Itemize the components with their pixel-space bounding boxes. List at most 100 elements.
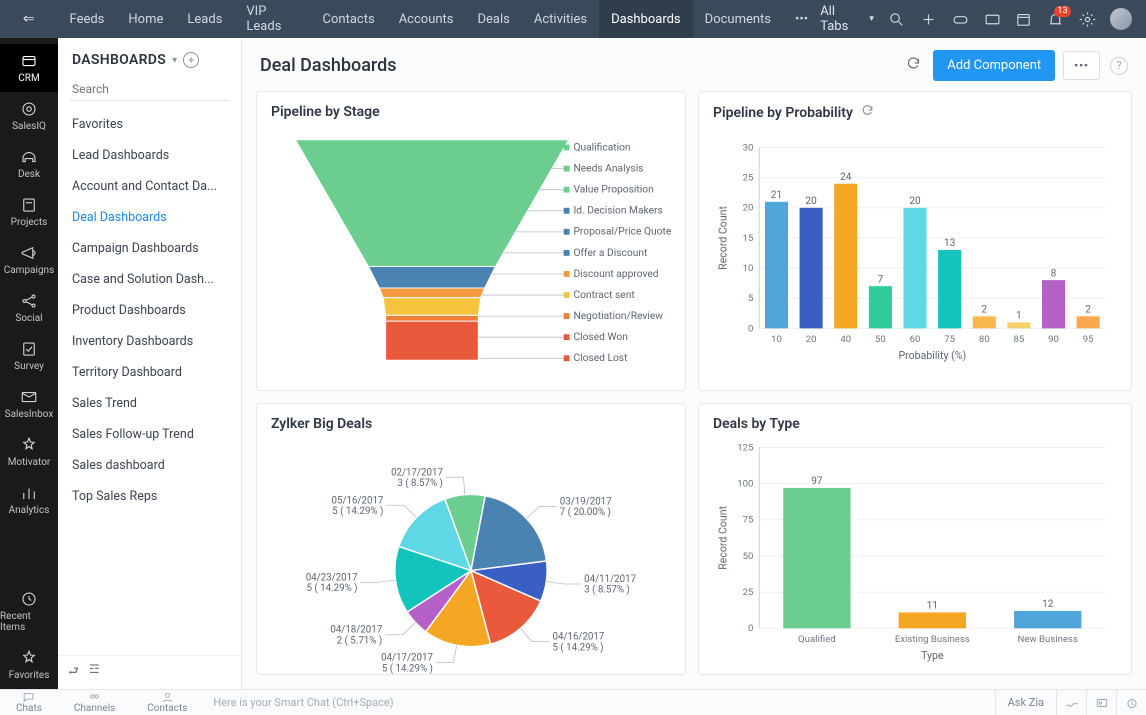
- help-icon[interactable]: ?: [1110, 57, 1128, 75]
- svg-text:24: 24: [840, 172, 852, 183]
- sidebar-item[interactable]: Sales Follow-up Trend: [58, 419, 241, 450]
- rail-item-analytics[interactable]: Analytics: [0, 476, 58, 524]
- sidebar-item[interactable]: Case and Solution Dash...: [58, 264, 241, 295]
- add-dashboard-icon[interactable]: +: [183, 52, 199, 68]
- svg-text:8: 8: [1051, 268, 1057, 279]
- sidebar-item[interactable]: Product Dashboards: [58, 295, 241, 326]
- sidebar-title: DASHBOARDS: [72, 52, 166, 68]
- svg-text:90: 90: [1048, 334, 1059, 345]
- add-component-button[interactable]: Add Component: [933, 50, 1055, 81]
- signature-icon[interactable]: [1056, 690, 1086, 715]
- sidebar-item[interactable]: Top Sales Reps: [58, 481, 241, 512]
- sidebar-item[interactable]: Favorites: [58, 109, 241, 140]
- svg-text:Qualified: Qualified: [798, 634, 836, 645]
- sidebar-item[interactable]: Sales Trend: [58, 388, 241, 419]
- svg-text:Value Proposition: Value Proposition: [573, 183, 653, 196]
- sidebar-item[interactable]: Account and Contact Da...: [58, 171, 241, 202]
- svg-text:0: 0: [748, 623, 753, 634]
- nav-tab-feeds[interactable]: Feeds: [58, 0, 117, 38]
- chats-button[interactable]: Chats: [0, 691, 58, 714]
- mail-icon[interactable]: [983, 10, 1001, 28]
- svg-text:20: 20: [806, 334, 817, 345]
- sidebar-item[interactable]: Lead Dashboards: [58, 140, 241, 171]
- rail-item-campaigns[interactable]: Campaigns: [0, 236, 58, 284]
- nav-tab-documents[interactable]: Documents: [693, 0, 783, 38]
- svg-text:97: 97: [811, 476, 823, 487]
- rail-item-survey[interactable]: Survey: [0, 332, 58, 380]
- search-icon[interactable]: [888, 10, 906, 28]
- rail-item-recent-items[interactable]: Recent Items: [0, 582, 58, 641]
- gamepad-icon[interactable]: [951, 10, 969, 28]
- svg-text:Contract sent: Contract sent: [573, 288, 634, 301]
- svg-text:100: 100: [737, 479, 753, 490]
- sidebar-item[interactable]: Inventory Dashboards: [58, 326, 241, 357]
- refresh-icon[interactable]: [906, 56, 921, 75]
- pipeline-by-probability-card: Pipeline by Probability 0510152025302110…: [698, 91, 1132, 391]
- more-menu[interactable]: •••: [1063, 51, 1100, 80]
- svg-text:04/17/2017: 04/17/2017: [381, 653, 433, 664]
- funnel-chart: QualificationNeeds AnalysisValue Proposi…: [271, 120, 671, 378]
- rail-item-salesinbox[interactable]: SalesInbox: [0, 380, 58, 428]
- avatar[interactable]: [1110, 8, 1132, 30]
- nav-tab-home[interactable]: Home: [116, 0, 175, 38]
- ask-zia-button[interactable]: Ask Zia: [995, 690, 1056, 715]
- nav-overflow[interactable]: •••: [783, 12, 820, 27]
- card-title: Pipeline by Probability: [713, 105, 853, 121]
- svg-text:2: 2: [981, 304, 987, 315]
- contacts-button[interactable]: Contacts: [131, 691, 203, 714]
- svg-text:12: 12: [1042, 599, 1054, 610]
- person-card-icon[interactable]: [1086, 690, 1116, 715]
- nav-tab-contacts[interactable]: Contacts: [311, 0, 387, 38]
- svg-text:5: 5: [748, 293, 754, 304]
- svg-text:Closed Lost: Closed Lost: [573, 351, 627, 364]
- refresh-icon[interactable]: [861, 104, 874, 121]
- card-title: Zylker Big Deals: [271, 416, 372, 432]
- sidebar-item[interactable]: Campaign Dashboards: [58, 233, 241, 264]
- rail-item-projects[interactable]: Projects: [0, 188, 58, 236]
- nav-tab-deals[interactable]: Deals: [466, 0, 522, 38]
- svg-text:Type: Type: [921, 649, 944, 662]
- rail-item-desk[interactable]: Desk: [0, 140, 58, 188]
- rail-item-crm[interactable]: CRM: [0, 44, 58, 92]
- rail-item-favorites[interactable]: Favorites: [0, 641, 58, 689]
- svg-text:03/19/2017: 03/19/2017: [560, 497, 612, 508]
- calendar-icon[interactable]: [1015, 10, 1033, 28]
- svg-text:15: 15: [743, 233, 754, 244]
- rail-item-social[interactable]: Social: [0, 284, 58, 332]
- nav-tab-dashboards[interactable]: Dashboards: [599, 0, 693, 38]
- svg-text:7: 7: [878, 274, 884, 285]
- nav-tab-activities[interactable]: Activities: [522, 0, 599, 38]
- nav-tab-leads[interactable]: Leads: [175, 0, 234, 38]
- svg-text:75: 75: [743, 515, 754, 526]
- sidebar-item[interactable]: Territory Dashboard: [58, 357, 241, 388]
- search-input[interactable]: [70, 78, 229, 101]
- back-icon[interactable]: ⇐: [0, 11, 58, 27]
- bell-icon[interactable]: 13: [1047, 10, 1065, 28]
- plus-icon[interactable]: [920, 10, 938, 28]
- svg-text:95: 95: [1083, 334, 1094, 345]
- svg-text:Qualification: Qualification: [573, 140, 630, 153]
- svg-text:5 ( 14.29% ): 5 ( 14.29% ): [306, 583, 357, 594]
- gear-icon[interactable]: [1079, 10, 1097, 28]
- svg-text:Offer a Discount: Offer a Discount: [573, 246, 647, 259]
- svg-text:0: 0: [748, 323, 753, 334]
- dashboard-sidebar: DASHBOARDS ▾ + FavoritesLead DashboardsA…: [58, 38, 242, 689]
- nav-tab-accounts[interactable]: Accounts: [387, 0, 466, 38]
- smart-chat-hint[interactable]: Here is your Smart Chat (Ctrl+Space): [203, 696, 994, 709]
- svg-text:11: 11: [927, 601, 938, 612]
- all-tabs-dropdown[interactable]: All Tabs ▾: [820, 4, 874, 34]
- chevron-down-icon[interactable]: ▾: [172, 55, 177, 66]
- rail-item-motivator[interactable]: Motivator: [0, 428, 58, 476]
- card-title: Pipeline by Stage: [271, 104, 380, 120]
- svg-text:Discount approved: Discount approved: [573, 267, 658, 280]
- sidebar-item[interactable]: Sales dashboard: [58, 450, 241, 481]
- rail-item-salesiq[interactable]: SalesIQ: [0, 92, 58, 140]
- clock-icon[interactable]: [1116, 690, 1146, 715]
- nav-tab-vip-leads[interactable]: VIP Leads: [234, 0, 310, 38]
- list-view-icon[interactable]: ☲: [89, 662, 100, 683]
- sidebar-item[interactable]: Deal Dashboards: [58, 202, 241, 233]
- channels-button[interactable]: Channels: [58, 691, 131, 714]
- deals-type-bar-chart: 025507510012597Qualified11Existing Busin…: [713, 432, 1117, 667]
- svg-text:5 ( 14.29% ): 5 ( 14.29% ): [382, 663, 433, 674]
- collapse-icon[interactable]: ⮐: [68, 662, 79, 683]
